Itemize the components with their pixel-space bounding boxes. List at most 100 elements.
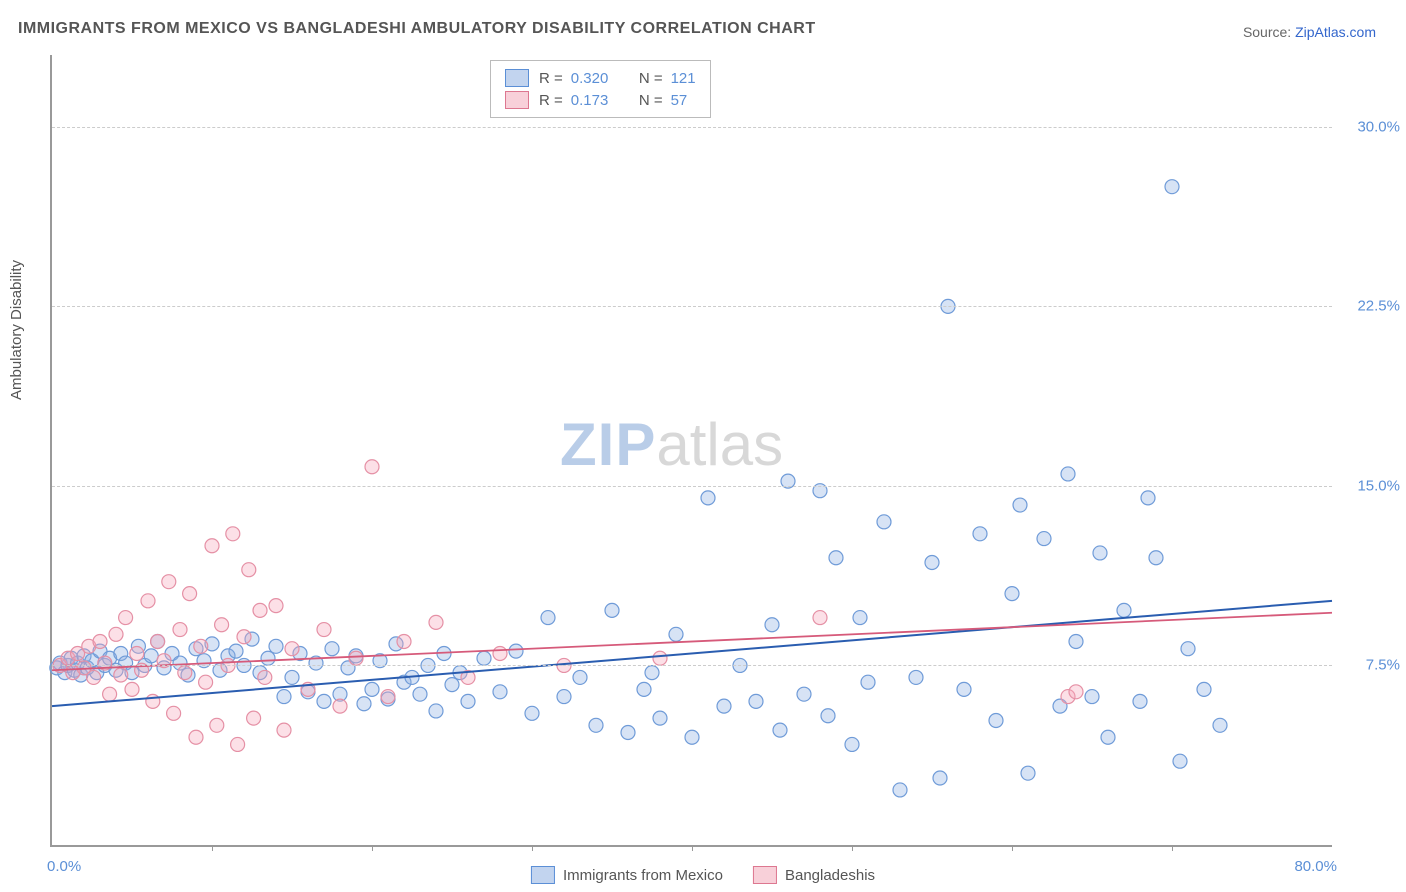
data-point [247, 711, 261, 725]
data-point [573, 670, 587, 684]
data-point [229, 644, 243, 658]
data-point [210, 718, 224, 732]
data-point [1117, 603, 1131, 617]
data-point [1005, 587, 1019, 601]
data-point [685, 730, 699, 744]
data-point [717, 699, 731, 713]
data-point [215, 618, 229, 632]
legend-swatch [505, 69, 529, 87]
data-point [925, 556, 939, 570]
data-point [226, 527, 240, 541]
data-point [461, 694, 475, 708]
x-axis-minor-tick [852, 845, 853, 851]
x-axis-minor-tick [692, 845, 693, 851]
data-point [1149, 551, 1163, 565]
gridline [52, 127, 1332, 128]
data-point [765, 618, 779, 632]
data-point [114, 668, 128, 682]
data-point [242, 563, 256, 577]
data-point [269, 599, 283, 613]
data-point [637, 682, 651, 696]
legend-row: R = 0.320 N = 121 [505, 67, 696, 89]
data-point [1013, 498, 1027, 512]
source-link[interactable]: ZipAtlas.com [1295, 24, 1376, 40]
legend-r-label: R = [539, 70, 563, 87]
data-point [103, 687, 117, 701]
x-axis-tick-max: 80.0% [1294, 858, 1337, 875]
data-point [413, 687, 427, 701]
data-point [653, 651, 667, 665]
data-point [429, 615, 443, 629]
x-axis-minor-tick [1172, 845, 1173, 851]
data-point [277, 723, 291, 737]
data-point [1069, 685, 1083, 699]
data-point [109, 627, 123, 641]
data-point [1101, 730, 1115, 744]
data-point [151, 635, 165, 649]
data-point [178, 666, 192, 680]
data-point [701, 491, 715, 505]
data-point [189, 730, 203, 744]
data-point [194, 639, 208, 653]
data-point [1141, 491, 1155, 505]
data-point [893, 783, 907, 797]
data-point [445, 678, 459, 692]
data-point [269, 639, 283, 653]
chart-plot-area: 0.0% 80.0% 7.5%15.0%22.5%30.0% [50, 55, 1332, 847]
legend-row: R = 0.173 N = 57 [505, 89, 696, 111]
data-point [909, 670, 923, 684]
data-point [669, 627, 683, 641]
data-point [1165, 180, 1179, 194]
data-point [365, 460, 379, 474]
data-point [258, 670, 272, 684]
data-point [933, 771, 947, 785]
data-point [877, 515, 891, 529]
y-axis-tick: 15.0% [1340, 477, 1400, 494]
source-label: Source: [1243, 24, 1295, 40]
data-point [797, 687, 811, 701]
data-point [141, 594, 155, 608]
data-point [1181, 642, 1195, 656]
data-point [429, 704, 443, 718]
data-point [317, 694, 331, 708]
data-point [861, 675, 875, 689]
data-point [845, 737, 859, 751]
data-point [509, 644, 523, 658]
data-point [1133, 694, 1147, 708]
data-point [183, 587, 197, 601]
y-axis-tick: 22.5% [1340, 298, 1400, 315]
data-point [1069, 635, 1083, 649]
data-point [1093, 546, 1107, 560]
data-point [397, 635, 411, 649]
legend-r-value: 0.173 [571, 92, 609, 109]
data-point [285, 670, 299, 684]
data-point [525, 706, 539, 720]
data-point [119, 611, 133, 625]
data-point [162, 575, 176, 589]
data-point [813, 611, 827, 625]
data-point [493, 646, 507, 660]
data-point [87, 670, 101, 684]
data-point [205, 539, 219, 553]
data-point [1061, 467, 1075, 481]
x-axis-minor-tick [1012, 845, 1013, 851]
data-point [381, 690, 395, 704]
data-point [167, 706, 181, 720]
data-point [333, 699, 347, 713]
data-point [277, 690, 291, 704]
data-point [349, 651, 363, 665]
legend-swatch [531, 866, 555, 884]
gridline [52, 306, 1332, 307]
data-point [853, 611, 867, 625]
data-point [130, 646, 144, 660]
gridline [52, 486, 1332, 487]
data-point [144, 649, 158, 663]
data-point [125, 682, 139, 696]
y-axis-tick: 7.5% [1340, 657, 1400, 674]
data-point [325, 642, 339, 656]
x-axis-minor-tick [212, 845, 213, 851]
data-point [989, 714, 1003, 728]
data-point [829, 551, 843, 565]
data-point [1037, 532, 1051, 546]
data-point [749, 694, 763, 708]
